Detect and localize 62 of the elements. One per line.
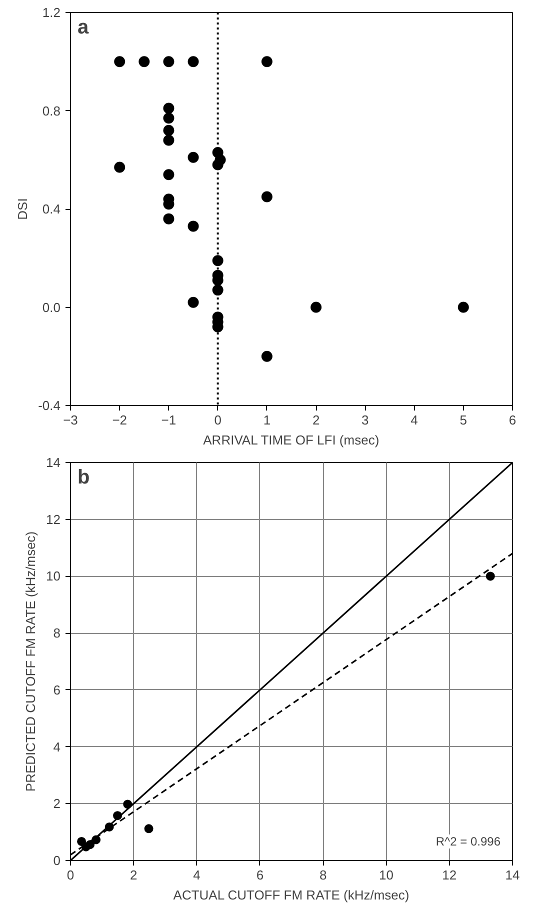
y-tick-label: 0	[53, 853, 61, 868]
annotation: R^2 = 0.996	[436, 834, 501, 848]
point	[144, 824, 154, 834]
x-tick-label: 3	[362, 412, 369, 428]
x-tick-label: 12	[442, 868, 457, 882]
x-tick-label: 0	[66, 868, 74, 882]
y-axis-title: PREDICTED CUTOFF FM RATE (kHz/msec)	[23, 531, 38, 792]
x-tick-label: 14	[505, 868, 520, 882]
point	[163, 56, 174, 68]
y-tick-label: 0.8	[42, 103, 61, 118]
x-tick-label: −3	[63, 412, 78, 428]
point	[458, 302, 469, 313]
point	[114, 56, 126, 68]
point	[214, 154, 226, 166]
point	[310, 302, 322, 313]
point	[188, 220, 199, 232]
x-tick-label: 2	[130, 868, 138, 882]
x-tick-label: 2	[312, 412, 320, 428]
point	[163, 102, 174, 114]
point	[138, 56, 150, 68]
x-tick-label: 0	[214, 412, 222, 428]
y-tick-label: 8	[53, 626, 61, 641]
point	[261, 56, 272, 68]
x-tick-label: 6	[256, 868, 264, 882]
point	[163, 124, 174, 136]
annotation: a	[78, 16, 90, 38]
point	[188, 296, 199, 308]
point	[163, 112, 174, 124]
x-tick-label: 5	[460, 412, 468, 428]
point	[212, 284, 224, 296]
x-tick-label: 1	[263, 412, 271, 428]
x-axis-title: ACTUAL CUTOFF FM RATE (kHz/msec)	[173, 888, 410, 902]
x-tick-label: 4	[193, 868, 200, 882]
x-tick-label: 10	[378, 868, 394, 882]
point	[163, 213, 174, 224]
y-tick-label: -0.4	[38, 398, 61, 413]
x-tick-label: 4	[410, 412, 418, 428]
x-tick-label: −2	[112, 412, 128, 428]
point	[486, 572, 495, 581]
y-tick-label: 0.4	[42, 202, 61, 216]
point	[188, 56, 199, 68]
point	[261, 350, 272, 362]
y-tick-label: 14	[46, 455, 61, 470]
y-tick-label: 4	[53, 739, 61, 754]
x-tick-label: 6	[508, 412, 516, 428]
point	[163, 134, 174, 146]
y-tick-label: 6	[53, 682, 61, 698]
point	[114, 162, 126, 173]
point	[163, 169, 174, 180]
x-tick-label: 8	[319, 868, 327, 882]
y-tick-label: 0.0	[42, 300, 61, 315]
y-axis-title: DSI	[15, 198, 30, 220]
y-tick-label: 12	[46, 512, 61, 527]
y-tick-label: 2	[53, 796, 61, 812]
annotation: b	[78, 466, 90, 488]
point	[188, 152, 199, 163]
x-axis-title: ARRIVAL TIME OF LFI (msec)	[203, 432, 380, 448]
x-tick-label: −1	[161, 412, 176, 428]
y-tick-label: 10	[46, 568, 61, 584]
point	[261, 191, 272, 202]
y-tick-label: 1.2	[42, 5, 61, 20]
point	[212, 255, 224, 266]
